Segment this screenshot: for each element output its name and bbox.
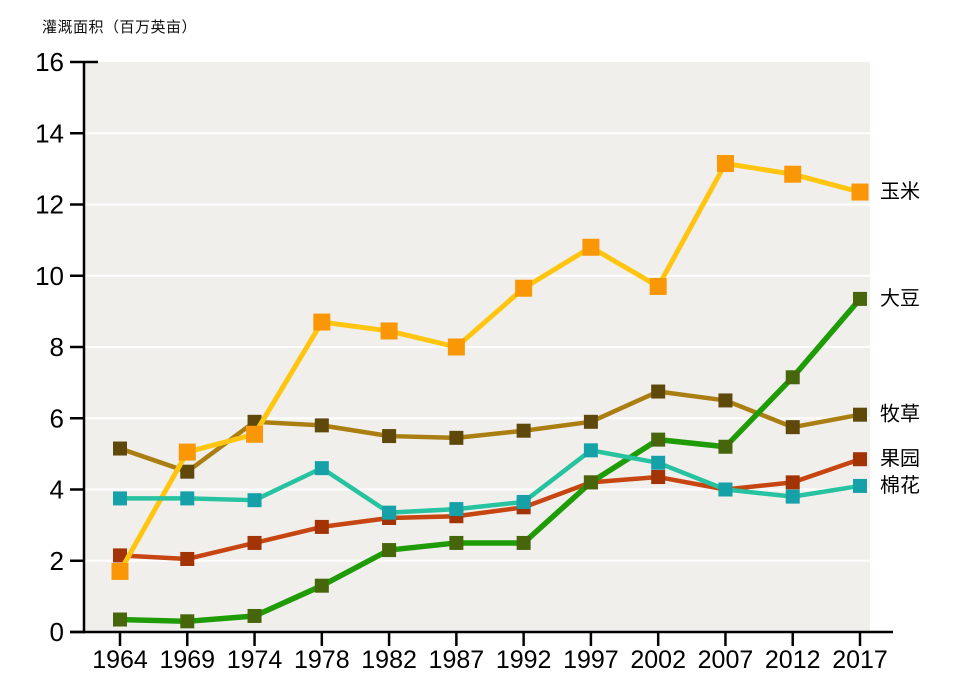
series-marker-orchard-2002 — [651, 470, 666, 485]
series-marker-soybeans-2012 — [785, 370, 800, 385]
series-label-soybeans: 大豆 — [880, 287, 920, 310]
x-tick-label-1974: 1974 — [227, 646, 283, 674]
series-marker-corn-1974 — [246, 425, 264, 443]
series-marker-hay-2002 — [651, 384, 666, 399]
y-tick-label-12: 12 — [35, 190, 64, 220]
x-tick-label-1969: 1969 — [159, 646, 215, 674]
x-tick-label-2012: 2012 — [765, 646, 821, 674]
series-line-hay — [117, 389, 863, 474]
series-marker-hay-2017 — [853, 407, 867, 422]
series-label-orchard: 果园 — [880, 448, 920, 470]
series-line-cotton — [117, 448, 863, 515]
series-marker-hay-1964 — [113, 441, 127, 456]
series-marker-soybeans-1964 — [113, 612, 127, 627]
series-marker-hay-1992 — [516, 423, 531, 438]
series-marker-soybeans-1997 — [583, 475, 598, 490]
x-tick-label-1982: 1982 — [361, 646, 417, 674]
series-marker-corn-1992 — [515, 279, 533, 297]
series-marker-soybeans-1969 — [180, 614, 195, 629]
series-marker-soybeans-1974 — [247, 608, 262, 623]
series-marker-cotton-2007 — [718, 482, 733, 497]
series-marker-corn-2002 — [649, 277, 667, 295]
series-marker-soybeans-1987 — [449, 535, 464, 550]
chart-title: 灌溉面积（百万英亩） — [42, 19, 198, 36]
series-marker-hay-1978 — [314, 418, 329, 433]
series-marker-cotton-2012 — [785, 489, 800, 504]
series-marker-cotton-1969 — [180, 491, 195, 506]
series-marker-orchard-1978 — [314, 519, 329, 534]
series-marker-cotton-1964 — [113, 491, 127, 506]
y-tick-label-14: 14 — [35, 118, 64, 148]
x-tick-label-1978: 1978 — [294, 646, 350, 674]
x-tick-label-2002: 2002 — [630, 646, 686, 674]
series-marker-orchard-1964 — [113, 548, 127, 563]
series-marker-orchard-2012 — [785, 475, 800, 490]
series-marker-corn-1982 — [380, 322, 398, 340]
y-tick-label-6: 6 — [50, 403, 64, 433]
x-tick-label-1992: 1992 — [496, 646, 552, 674]
series-line-orchard — [117, 456, 863, 562]
series-marker-orchard-1974 — [247, 535, 262, 550]
y-tick-label-0: 0 — [50, 617, 64, 647]
series-marker-cotton-2017 — [853, 478, 867, 493]
series-marker-hay-2012 — [785, 420, 800, 435]
series-marker-corn-1964 — [111, 562, 129, 580]
series-marker-soybeans-2017 — [853, 291, 867, 306]
series-label-cotton: 棉花 — [880, 474, 920, 497]
series-marker-hay-1982 — [382, 429, 397, 444]
y-tick-label-4: 4 — [50, 475, 64, 505]
y-tick-label-16: 16 — [35, 47, 64, 77]
series-marker-soybeans-1982 — [382, 543, 397, 558]
series-marker-corn-2012 — [784, 165, 802, 183]
series-marker-orchard-2017 — [853, 452, 867, 467]
series-marker-corn-1997 — [582, 238, 600, 256]
series-marker-cotton-2002 — [651, 455, 666, 470]
series-marker-hay-1969 — [180, 464, 195, 479]
series-marker-soybeans-1992 — [516, 535, 531, 550]
series-marker-soybeans-2007 — [718, 439, 733, 454]
x-tick-label-2007: 2007 — [698, 646, 754, 674]
y-tick-label-10: 10 — [35, 261, 64, 291]
series-label-hay: 牧草 — [880, 403, 920, 426]
series-label-corn: 玉米 — [880, 180, 920, 203]
series-marker-corn-1969 — [178, 443, 196, 461]
x-tick-label-1987: 1987 — [429, 646, 485, 674]
series-line-corn — [117, 161, 863, 574]
series-marker-cotton-1992 — [516, 494, 531, 509]
series-marker-cotton-1997 — [583, 443, 598, 458]
series-marker-hay-1997 — [583, 414, 598, 429]
x-tick-label-1997: 1997 — [563, 646, 619, 674]
series-marker-soybeans-2002 — [651, 432, 666, 447]
y-tick-label-8: 8 — [50, 332, 64, 362]
series-marker-orchard-1969 — [180, 551, 195, 566]
series-marker-cotton-1974 — [247, 493, 262, 508]
series-marker-cotton-1978 — [314, 461, 329, 476]
series-marker-corn-1978 — [313, 313, 331, 331]
y-tick-label-2: 2 — [50, 546, 64, 576]
series-marker-corn-1987 — [447, 338, 465, 356]
series-marker-soybeans-1978 — [314, 578, 329, 593]
series-marker-hay-1987 — [449, 430, 464, 445]
series-marker-cotton-1982 — [382, 505, 397, 520]
x-tick-label-2017: 2017 — [832, 646, 888, 674]
x-tick-label-1964: 1964 — [92, 646, 148, 674]
series-marker-corn-2007 — [716, 155, 734, 173]
series-marker-cotton-1987 — [449, 502, 464, 517]
series-marker-corn-2017 — [851, 183, 869, 201]
series-marker-hay-2007 — [718, 393, 733, 408]
series-line-soybeans — [117, 296, 863, 625]
